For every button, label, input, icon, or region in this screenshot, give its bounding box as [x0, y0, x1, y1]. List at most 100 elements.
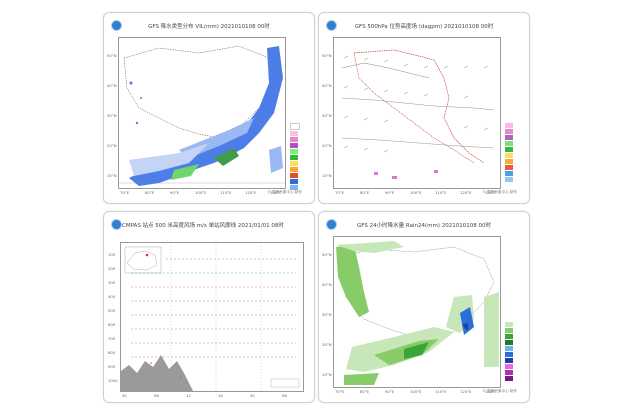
y-tick: 20°N — [322, 143, 332, 148]
legend-swatch — [290, 185, 298, 190]
y-tick: 20°N — [322, 342, 332, 347]
y-tick: 300 — [108, 280, 116, 285]
y-tick: 1000 — [108, 378, 118, 383]
panel-wind-profile[interactable]: CMPAS 站点 500 米高度风场 m/s 单站风廓线 2021/01/01 … — [103, 211, 315, 403]
y-tick: 400 — [108, 294, 116, 299]
x-tick: 80°E — [360, 389, 370, 394]
x-tick: 70°E — [120, 190, 130, 195]
map-area — [333, 236, 501, 388]
y-tick: 10°N — [322, 173, 332, 178]
legend-swatch — [290, 167, 298, 172]
x-tick: 120°E — [245, 190, 257, 195]
x-tick: 80°E — [145, 190, 155, 195]
y-tick: 800 — [108, 350, 116, 355]
y-tick: 40°N — [322, 282, 332, 287]
cma-logo — [111, 20, 122, 31]
panel-title: GFS 降水类型分布 VIL(mm) 2021010108 00时 — [148, 24, 270, 30]
legend-swatch — [290, 155, 298, 160]
legend-swatch — [290, 179, 298, 184]
y-tick: 20°N — [107, 143, 117, 148]
legend-swatch — [290, 137, 298, 142]
legend-swatch — [290, 123, 300, 130]
wind-profile-graphic — [121, 243, 303, 391]
panel-500hpa-map[interactable]: GFS 500hPa 位势高度场 (dagpm) 2021010108 00时 — [318, 12, 530, 204]
x-tick: 90°E — [385, 389, 395, 394]
legend-swatch — [290, 131, 298, 136]
x-tick: 00 — [250, 393, 255, 398]
footnote: © 国家气象中心 制作 — [482, 190, 517, 194]
x-tick: 80°E — [360, 190, 370, 195]
y-tick: 30°N — [322, 113, 332, 118]
footnote: © 国家气象中心 制作 — [267, 190, 302, 194]
legend-swatch — [505, 346, 513, 351]
y-tick: 600 — [108, 322, 116, 327]
cma-logo — [111, 219, 122, 230]
legend-swatch — [505, 177, 513, 182]
legend-swatch — [290, 161, 298, 166]
x-tick: 130°E — [270, 190, 282, 195]
legend-swatch — [505, 171, 513, 176]
cma-logo — [326, 20, 337, 31]
legend-swatch — [290, 143, 298, 148]
legend-swatch — [505, 159, 513, 164]
geopotential-map-graphic — [334, 38, 500, 188]
x-tick: 120°E — [460, 190, 472, 195]
y-tick: 900 — [108, 364, 116, 369]
legend-swatch — [505, 153, 513, 158]
x-tick: 110°E — [220, 190, 232, 195]
map-area — [333, 37, 501, 189]
legend-swatch — [505, 328, 513, 333]
color-legend — [505, 322, 519, 382]
x-tick: 18 — [218, 393, 223, 398]
legend-swatch — [505, 129, 513, 134]
color-legend — [290, 123, 304, 191]
x-tick: 130°E — [485, 190, 497, 195]
legend-swatch — [505, 322, 513, 327]
y-tick: 10°N — [107, 173, 117, 178]
x-tick: 12 — [186, 393, 191, 398]
y-tick: 700 — [108, 336, 116, 341]
legend-swatch — [505, 340, 513, 345]
profile-area — [120, 242, 304, 392]
y-tick: 500 — [108, 308, 116, 313]
x-tick: 70°E — [335, 190, 345, 195]
x-tick: 100°E — [410, 190, 422, 195]
y-tick: 200 — [108, 266, 116, 271]
x-tick: 110°E — [435, 190, 447, 195]
y-tick: 30°N — [322, 312, 332, 317]
legend-swatch — [290, 173, 298, 178]
y-tick: 100 — [108, 252, 116, 257]
x-tick: 100°E — [410, 389, 422, 394]
x-tick: 110°E — [435, 389, 447, 394]
footnote: © 国家气象中心 制作 — [482, 389, 517, 393]
x-tick: 100°E — [195, 190, 207, 195]
legend-swatch — [505, 123, 513, 128]
vil-map-graphic — [119, 38, 285, 188]
x-tick: 06 — [154, 393, 159, 398]
x-tick: 06 — [282, 393, 287, 398]
x-tick: 130°E — [485, 389, 497, 394]
y-tick: 40°N — [322, 83, 332, 88]
legend-swatch — [505, 135, 513, 140]
x-tick: 120°E — [460, 389, 472, 394]
x-tick: 90°E — [385, 190, 395, 195]
map-area — [118, 37, 286, 189]
x-tick: 00 — [122, 393, 127, 398]
legend-swatch — [505, 147, 513, 152]
legend-swatch — [505, 141, 513, 146]
legend-swatch — [505, 165, 513, 170]
y-tick: 10°N — [322, 372, 332, 377]
legend-swatch — [505, 352, 513, 357]
y-tick: 30°N — [107, 113, 117, 118]
panel-title: GFS 500hPa 位势高度场 (dagpm) 2021010108 00时 — [354, 24, 494, 30]
panel-rain24-map[interactable]: GFS 24小时降水量 Rain24(mm) 2021010108 00时 70… — [318, 211, 530, 403]
x-tick: 70°E — [335, 389, 345, 394]
legend-swatch — [505, 376, 513, 381]
legend-swatch — [505, 358, 513, 363]
panel-vil-map[interactable]: GFS 降水类型分布 VIL(mm) 2021010108 00时 — [103, 12, 315, 204]
y-tick: 50°N — [322, 252, 332, 257]
legend-swatch — [505, 370, 513, 375]
legend-swatch — [290, 149, 298, 154]
legend-swatch — [505, 364, 513, 369]
y-tick: 50°N — [107, 53, 117, 58]
